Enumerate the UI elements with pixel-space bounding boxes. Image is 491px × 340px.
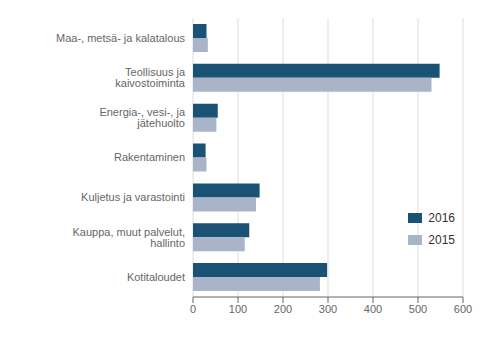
svg-text:0: 0 xyxy=(190,303,196,315)
svg-text:Kuljetus ja varastointi: Kuljetus ja varastointi xyxy=(81,191,185,203)
svg-text:600: 600 xyxy=(454,303,472,315)
svg-text:300: 300 xyxy=(319,303,337,315)
svg-text:Energia-, vesi-, jajätehuolto: Energia-, vesi-, jajätehuolto xyxy=(99,106,185,129)
svg-text:500: 500 xyxy=(409,303,427,315)
svg-text:Rakentaminen: Rakentaminen xyxy=(114,151,185,163)
svg-text:Kauppa, muut palvelut,hallinto: Kauppa, muut palvelut,hallinto xyxy=(72,226,185,249)
svg-text:Kotitaloudet: Kotitaloudet xyxy=(127,271,185,283)
svg-text:Teollisuus jakaivostoiminta: Teollisuus jakaivostoiminta xyxy=(115,66,186,89)
html-text:2015: 2015 xyxy=(428,233,455,247)
svg-text:100: 100 xyxy=(229,303,247,315)
html-text:2016: 2016 xyxy=(428,211,455,225)
svg-text:Maa-, metsä- ja kalatalous: Maa-, metsä- ja kalatalous xyxy=(56,32,185,44)
svg-text:400: 400 xyxy=(364,303,382,315)
svg-text:200: 200 xyxy=(274,303,292,315)
